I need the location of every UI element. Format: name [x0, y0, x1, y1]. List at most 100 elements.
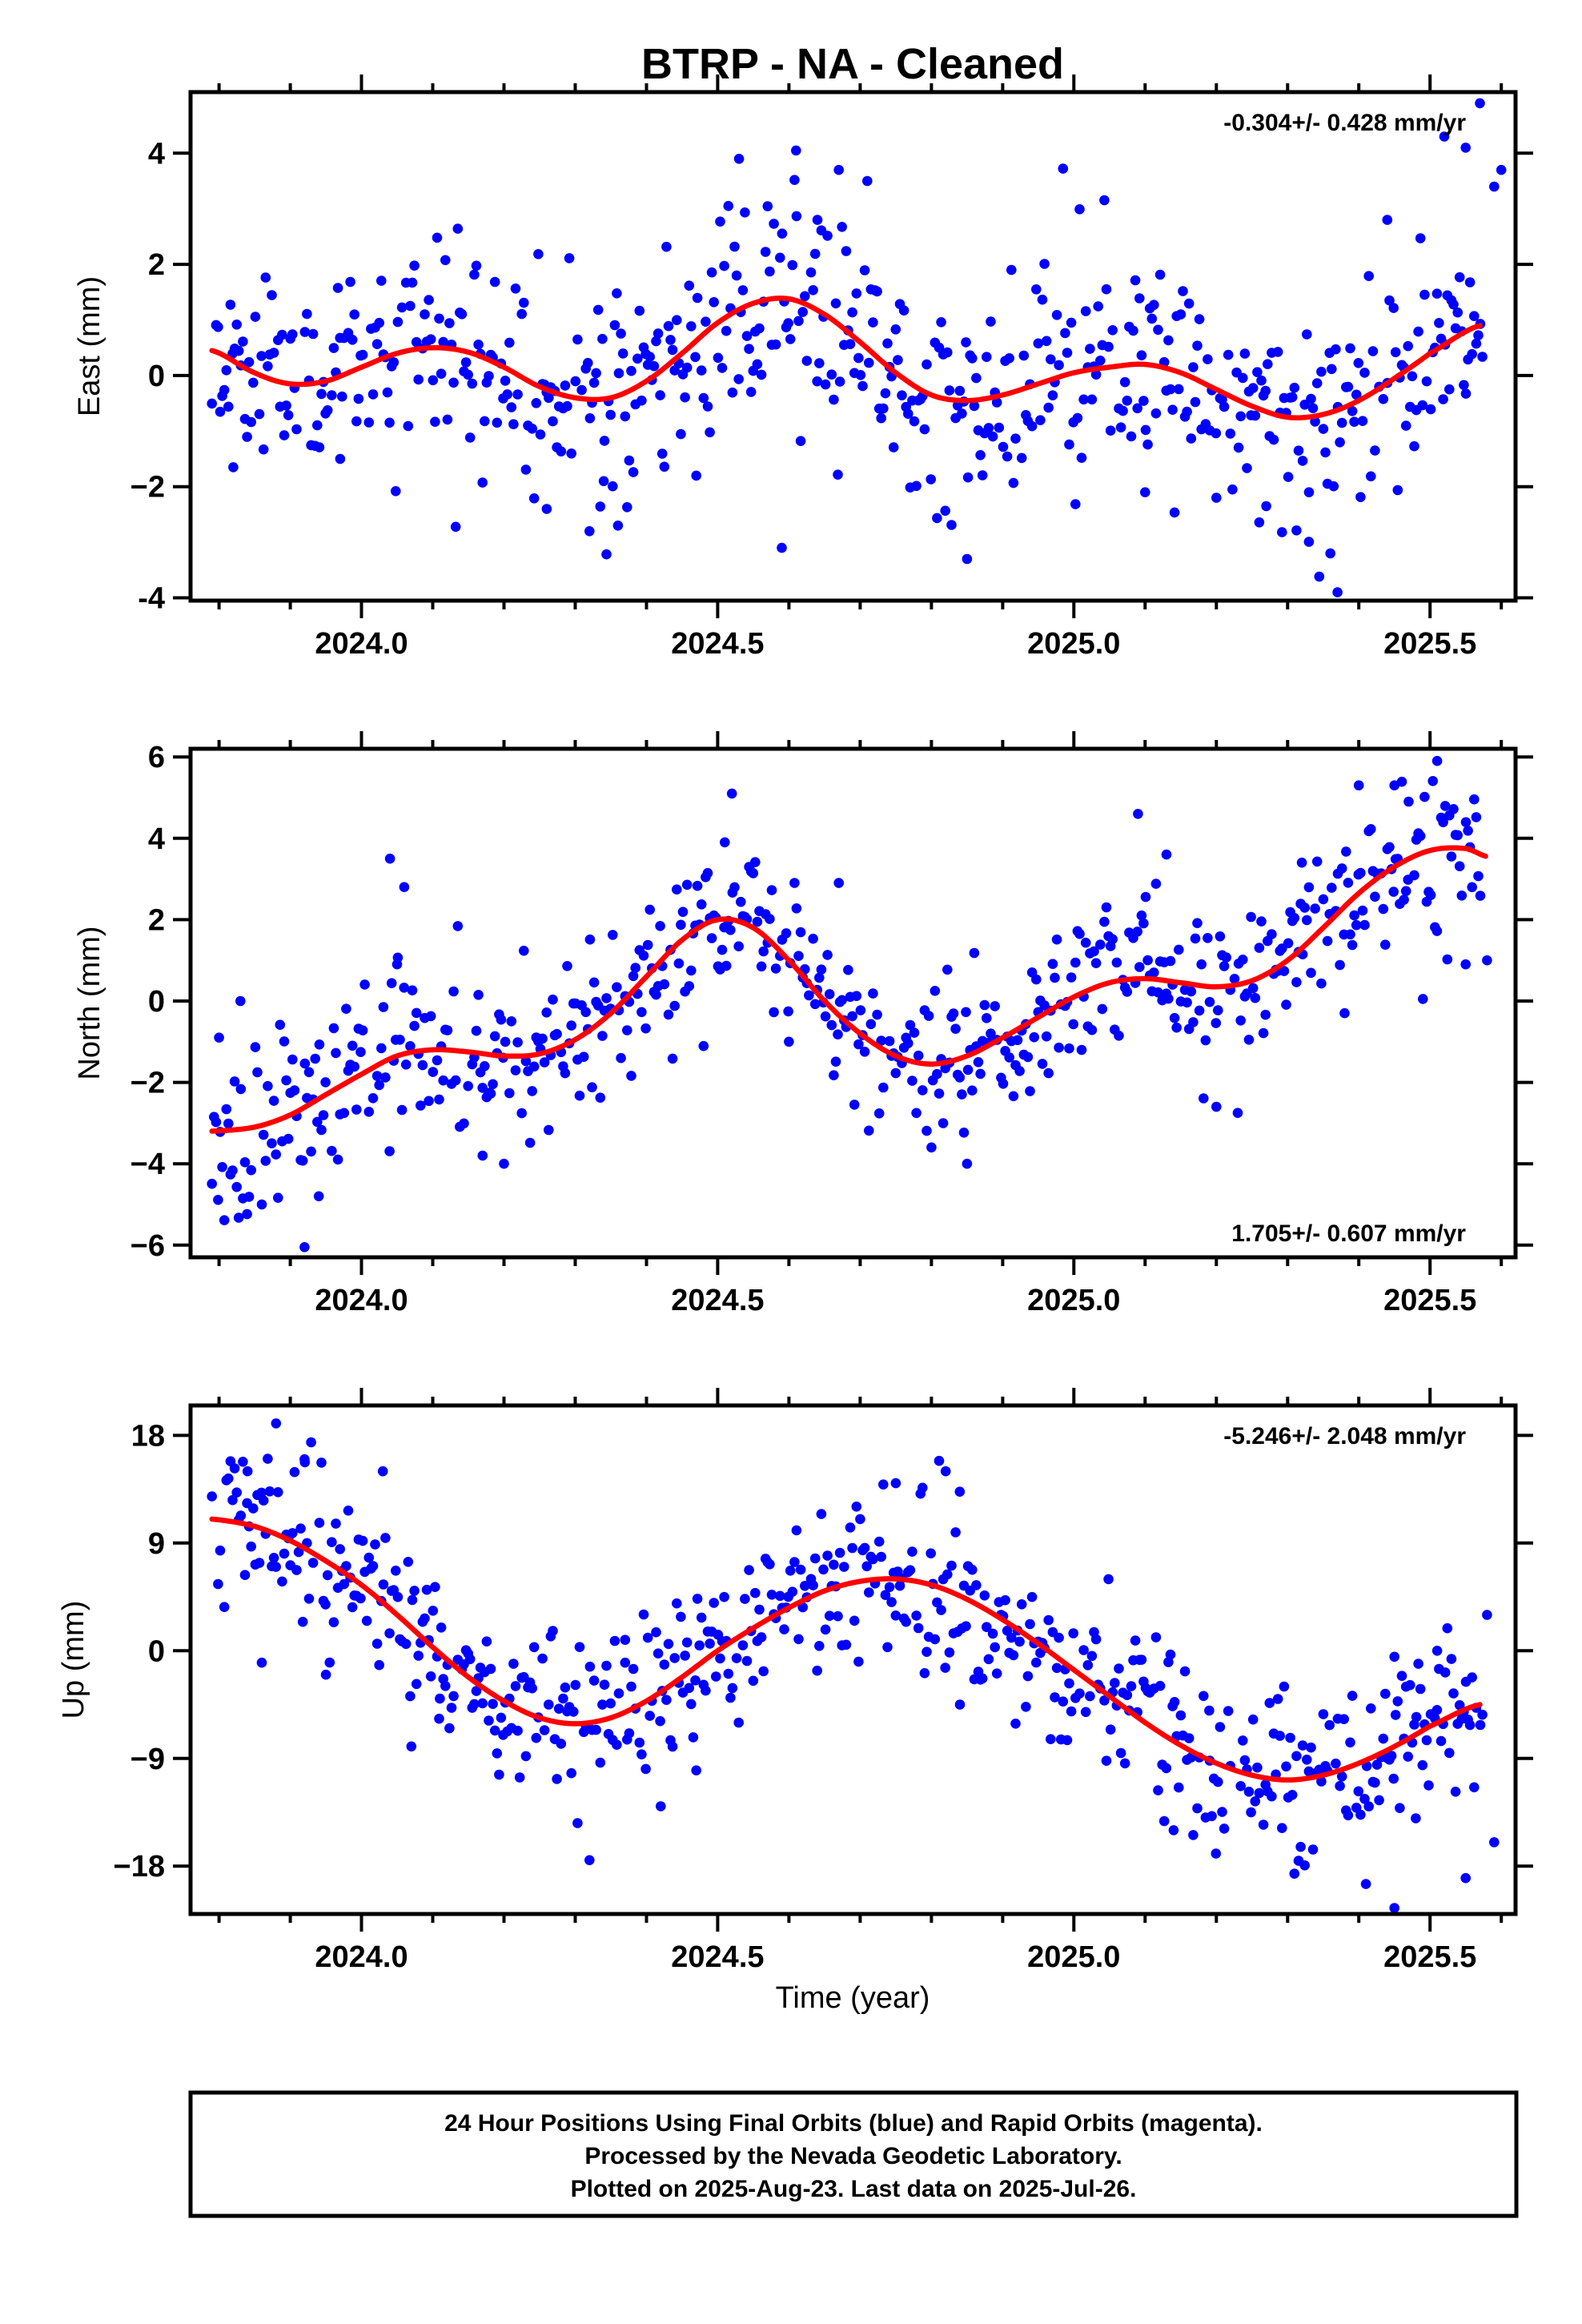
data-point: [217, 1162, 227, 1172]
data-point: [797, 307, 808, 317]
data-point: [409, 1586, 420, 1596]
data-point: [1281, 1761, 1291, 1772]
data-point: [448, 986, 459, 997]
data-point: [1066, 1706, 1077, 1717]
data-point: [553, 1703, 564, 1714]
data-point: [962, 1158, 973, 1169]
data-point: [612, 288, 622, 299]
data-point: [1110, 1678, 1120, 1688]
data-point: [411, 336, 422, 348]
data-point: [1194, 1005, 1205, 1016]
data-point: [242, 1466, 253, 1477]
data-point: [539, 1057, 550, 1068]
data-point: [1064, 439, 1074, 450]
data-point: [463, 1080, 473, 1092]
data-point: [1211, 493, 1222, 503]
data-point: [926, 474, 936, 485]
data-point: [1318, 1709, 1329, 1719]
data-point: [973, 1057, 984, 1068]
data-point: [1353, 358, 1364, 368]
data-point: [407, 985, 418, 995]
data-point: [1448, 1688, 1459, 1699]
data-point: [459, 1118, 469, 1129]
data-point: [681, 1637, 693, 1648]
data-point: [1388, 1773, 1399, 1784]
data-point: [1254, 1787, 1265, 1799]
data-point: [494, 1769, 504, 1780]
data-point: [1405, 1679, 1415, 1691]
data-point: [293, 1546, 304, 1558]
data-point: [371, 1638, 383, 1649]
data-point: [215, 1545, 226, 1556]
data-point: [944, 1647, 955, 1658]
data-point: [450, 1075, 461, 1086]
data-point: [1473, 870, 1484, 882]
data-point: [1403, 1751, 1413, 1762]
data-point: [1302, 1755, 1312, 1765]
data-point: [787, 1586, 798, 1597]
data-point: [1058, 163, 1069, 174]
y-tick-label: 0: [148, 360, 165, 393]
data-point: [527, 1683, 537, 1694]
data-point: [279, 1036, 290, 1047]
data-point: [303, 1067, 315, 1078]
data-point: [721, 960, 732, 971]
data-point: [446, 1703, 457, 1713]
data-point: [948, 1008, 959, 1019]
data-point: [917, 1085, 928, 1096]
data-point: [1130, 1635, 1141, 1646]
up-points: [207, 1418, 1500, 1913]
data-point: [1169, 507, 1180, 518]
data-point: [686, 965, 697, 976]
data-point: [1463, 826, 1473, 836]
data-point: [1331, 344, 1341, 355]
data-point: [1122, 396, 1133, 406]
data-point: [1296, 857, 1307, 868]
data-point: [961, 1621, 971, 1631]
data-point: [1316, 978, 1327, 989]
data-point: [613, 368, 624, 379]
data-point: [420, 1613, 430, 1624]
data-point: [1378, 1733, 1389, 1744]
data-point: [762, 201, 773, 211]
data-point: [1029, 1031, 1039, 1043]
data-point: [500, 376, 511, 386]
data-point: [473, 990, 484, 1000]
data-point: [1238, 955, 1248, 965]
data-point: [1477, 1709, 1488, 1720]
data-point: [903, 408, 913, 419]
data-point: [279, 1548, 290, 1559]
data-point: [1204, 996, 1215, 1007]
data-point: [492, 1748, 503, 1759]
y-tick-label: 0: [148, 985, 165, 1019]
data-point: [656, 1801, 666, 1811]
data-point: [572, 334, 583, 345]
data-point: [1006, 1632, 1017, 1643]
data-point: [347, 1040, 358, 1051]
data-point: [785, 1566, 796, 1576]
data-point: [1134, 962, 1145, 972]
data-point: [316, 388, 327, 400]
data-point: [998, 1079, 1009, 1089]
data-point: [1357, 416, 1368, 426]
data-point: [353, 393, 364, 404]
data-point: [1010, 1719, 1021, 1729]
data-point: [1382, 215, 1393, 225]
data-point: [1150, 408, 1162, 419]
y-tick-label: 2: [148, 248, 165, 282]
data-point: [221, 1104, 232, 1115]
data-point: [1014, 1636, 1025, 1647]
data-point: [1419, 289, 1430, 300]
data-point: [1239, 348, 1251, 359]
data-point: [1261, 501, 1271, 512]
data-point: [1297, 1740, 1308, 1751]
data-point: [1161, 849, 1172, 860]
data-point: [1302, 915, 1312, 926]
data-point: [417, 1059, 428, 1071]
data-point: [471, 1686, 482, 1696]
data-point: [791, 211, 802, 222]
data-point: [791, 145, 801, 156]
data-point: [661, 241, 672, 252]
data-point: [917, 1482, 928, 1494]
data-point: [442, 1025, 453, 1035]
